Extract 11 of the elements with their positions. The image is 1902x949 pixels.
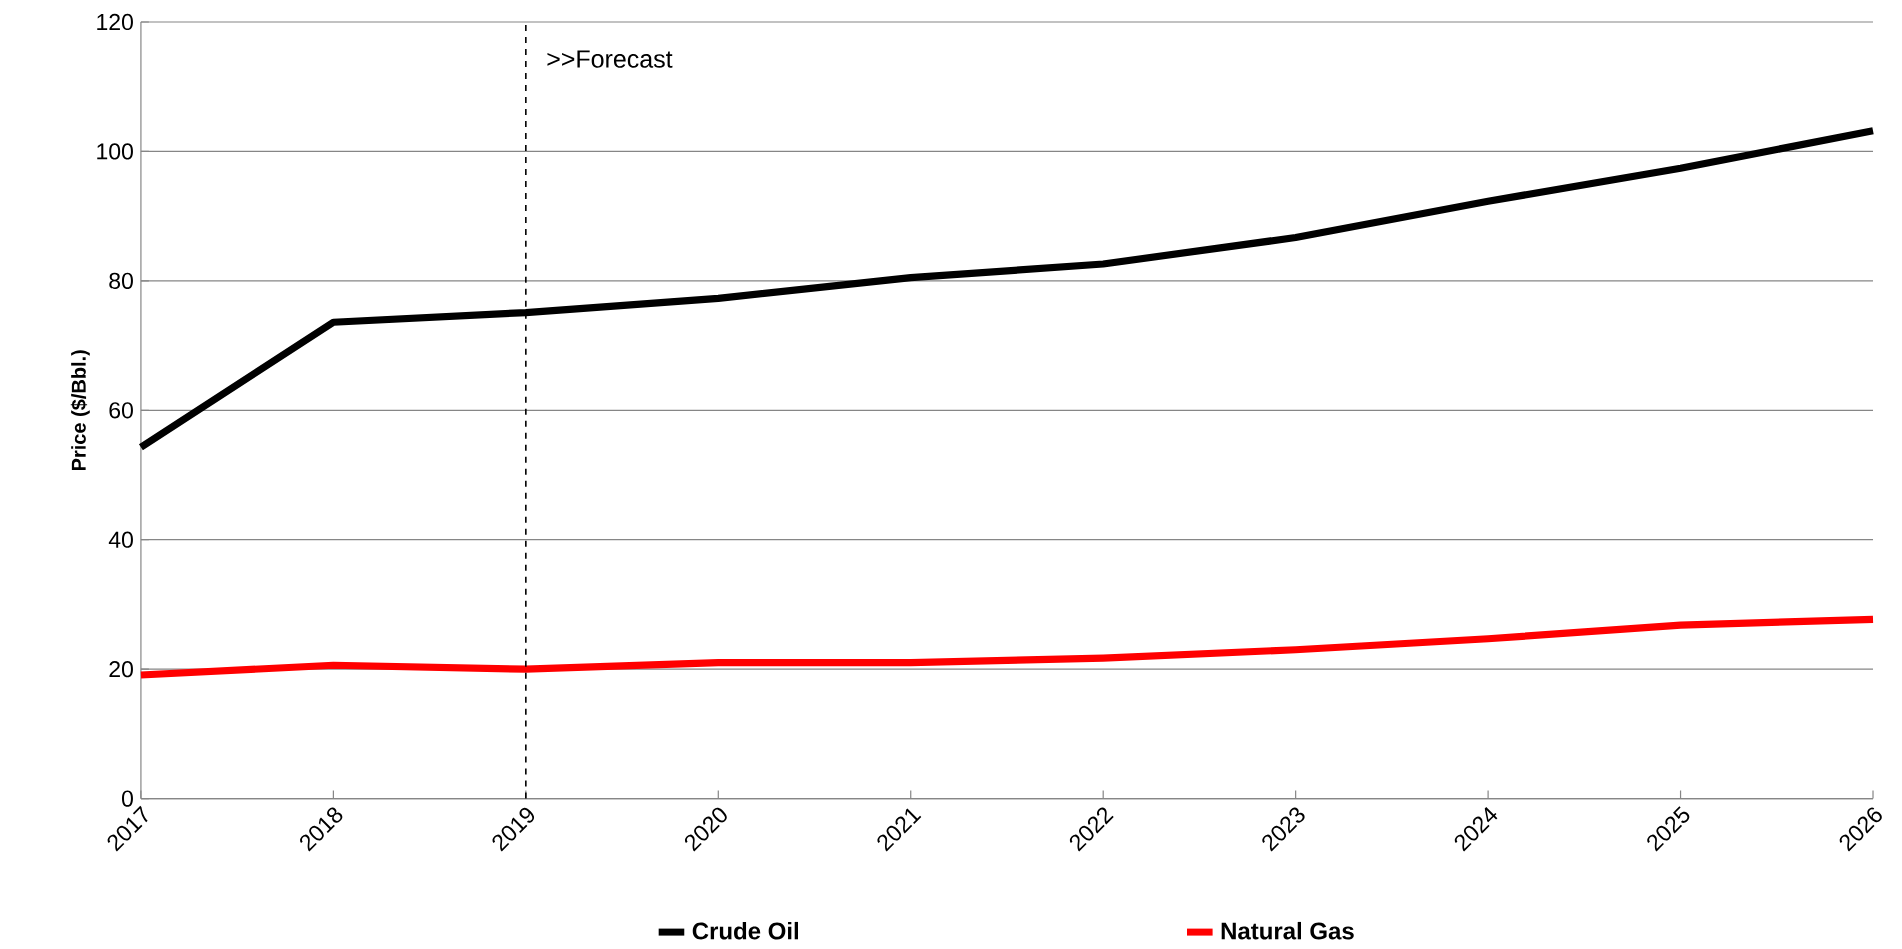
ref-line-label: >>Forecast: [547, 50, 673, 69]
y-axis-title: Price ($/Bbl.): [70, 350, 90, 471]
y-tick-label: 40: [108, 531, 133, 549]
y-tick-label: 100: [97, 143, 133, 160]
y-tick-label: 0: [121, 790, 133, 807]
legend-label: Natural Gas: [1221, 922, 1354, 940]
legend-label: Crude Oil: [692, 922, 798, 940]
y-tick-label: 80: [109, 272, 133, 290]
y-tick-label: 60: [109, 402, 133, 419]
y-tick-label: 120: [97, 14, 133, 31]
y-tick-label: 20: [109, 661, 133, 678]
